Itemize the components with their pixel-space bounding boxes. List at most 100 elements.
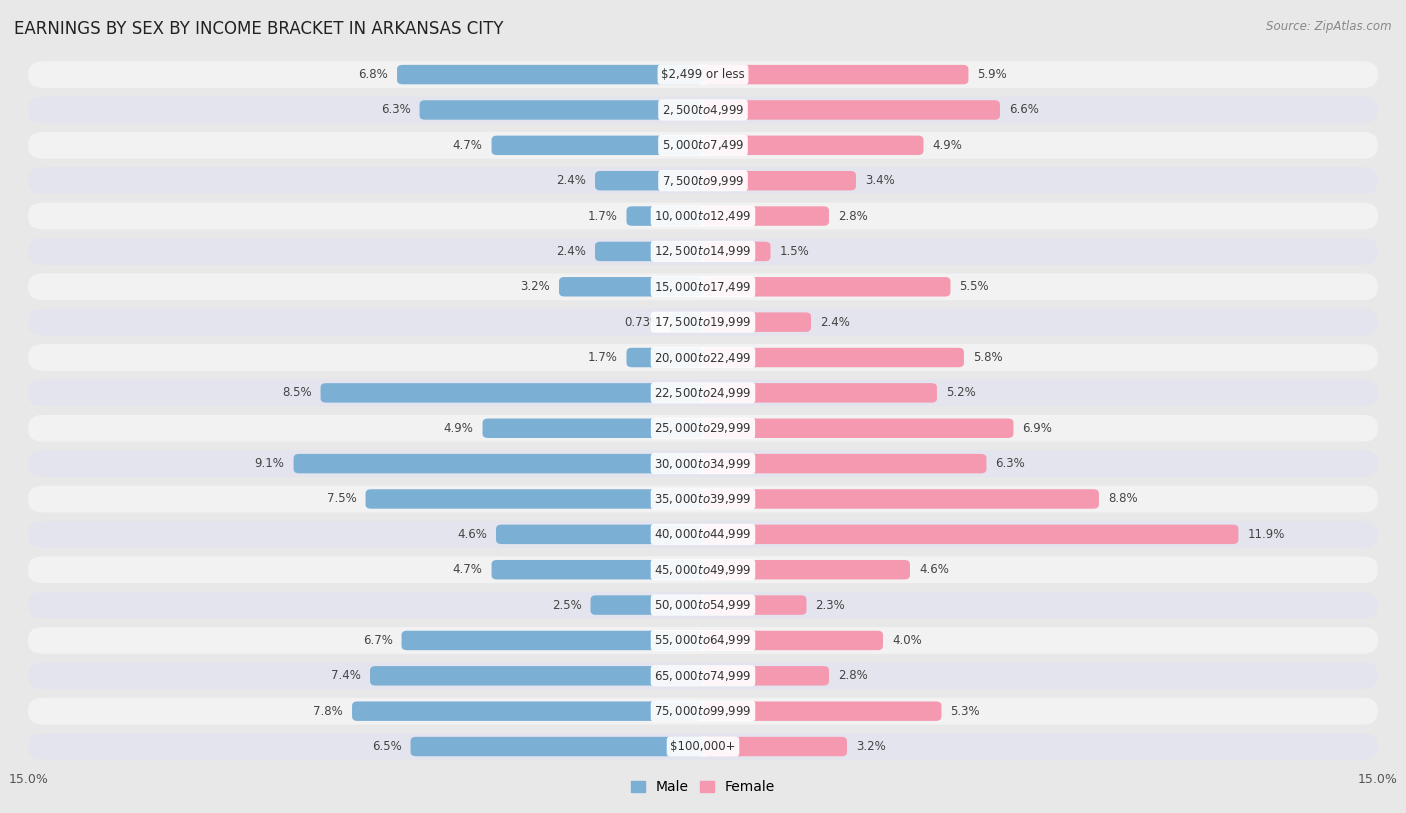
FancyBboxPatch shape xyxy=(671,312,703,332)
Text: 2.5%: 2.5% xyxy=(551,598,582,611)
Text: 5.8%: 5.8% xyxy=(973,351,1002,364)
Text: 5.5%: 5.5% xyxy=(959,280,988,293)
FancyBboxPatch shape xyxy=(28,202,1378,229)
FancyBboxPatch shape xyxy=(492,560,703,580)
Text: $25,000 to $29,999: $25,000 to $29,999 xyxy=(654,421,752,435)
Text: 4.6%: 4.6% xyxy=(457,528,486,541)
FancyBboxPatch shape xyxy=(703,100,1000,120)
FancyBboxPatch shape xyxy=(321,383,703,402)
FancyBboxPatch shape xyxy=(28,485,1378,512)
Text: 3.4%: 3.4% xyxy=(865,174,894,187)
Text: $45,000 to $49,999: $45,000 to $49,999 xyxy=(654,563,752,576)
Text: $40,000 to $44,999: $40,000 to $44,999 xyxy=(654,528,752,541)
FancyBboxPatch shape xyxy=(28,698,1378,724)
Text: 2.3%: 2.3% xyxy=(815,598,845,611)
Legend: Male, Female: Male, Female xyxy=(626,775,780,800)
FancyBboxPatch shape xyxy=(28,238,1378,265)
FancyBboxPatch shape xyxy=(703,241,770,261)
FancyBboxPatch shape xyxy=(703,489,1099,509)
Text: 2.8%: 2.8% xyxy=(838,210,868,223)
FancyBboxPatch shape xyxy=(703,65,969,85)
Text: 6.9%: 6.9% xyxy=(1022,422,1052,435)
FancyBboxPatch shape xyxy=(396,65,703,85)
FancyBboxPatch shape xyxy=(28,733,1378,760)
Text: 6.5%: 6.5% xyxy=(371,740,402,753)
FancyBboxPatch shape xyxy=(352,702,703,721)
Text: 2.4%: 2.4% xyxy=(820,315,849,328)
Text: 6.8%: 6.8% xyxy=(359,68,388,81)
FancyBboxPatch shape xyxy=(294,454,703,473)
FancyBboxPatch shape xyxy=(28,521,1378,548)
FancyBboxPatch shape xyxy=(703,560,910,580)
FancyBboxPatch shape xyxy=(366,489,703,509)
FancyBboxPatch shape xyxy=(703,631,883,650)
Text: 6.3%: 6.3% xyxy=(381,103,411,116)
Text: $20,000 to $22,499: $20,000 to $22,499 xyxy=(654,350,752,364)
FancyBboxPatch shape xyxy=(28,380,1378,406)
FancyBboxPatch shape xyxy=(28,309,1378,336)
Text: $30,000 to $34,999: $30,000 to $34,999 xyxy=(654,457,752,471)
Text: 7.4%: 7.4% xyxy=(332,669,361,682)
Text: $10,000 to $12,499: $10,000 to $12,499 xyxy=(654,209,752,223)
Text: 2.4%: 2.4% xyxy=(557,174,586,187)
FancyBboxPatch shape xyxy=(703,207,830,226)
FancyBboxPatch shape xyxy=(703,171,856,190)
FancyBboxPatch shape xyxy=(627,348,703,367)
Text: 9.1%: 9.1% xyxy=(254,457,284,470)
FancyBboxPatch shape xyxy=(703,666,830,685)
Text: 7.5%: 7.5% xyxy=(326,493,357,506)
Text: 4.9%: 4.9% xyxy=(932,139,962,152)
Text: $35,000 to $39,999: $35,000 to $39,999 xyxy=(654,492,752,506)
Text: 5.9%: 5.9% xyxy=(977,68,1007,81)
Text: 5.3%: 5.3% xyxy=(950,705,980,718)
FancyBboxPatch shape xyxy=(28,132,1378,159)
FancyBboxPatch shape xyxy=(703,595,807,615)
Text: 1.7%: 1.7% xyxy=(588,351,617,364)
FancyBboxPatch shape xyxy=(28,592,1378,619)
Text: 4.7%: 4.7% xyxy=(453,563,482,576)
FancyBboxPatch shape xyxy=(492,136,703,155)
Text: $17,500 to $19,999: $17,500 to $19,999 xyxy=(654,315,752,329)
FancyBboxPatch shape xyxy=(703,383,936,402)
FancyBboxPatch shape xyxy=(419,100,703,120)
FancyBboxPatch shape xyxy=(28,97,1378,124)
Text: $7,500 to $9,999: $7,500 to $9,999 xyxy=(662,174,744,188)
Text: 6.7%: 6.7% xyxy=(363,634,392,647)
FancyBboxPatch shape xyxy=(595,171,703,190)
Text: 5.2%: 5.2% xyxy=(946,386,976,399)
Text: 1.5%: 1.5% xyxy=(779,245,810,258)
Text: $15,000 to $17,499: $15,000 to $17,499 xyxy=(654,280,752,293)
FancyBboxPatch shape xyxy=(28,344,1378,371)
FancyBboxPatch shape xyxy=(560,277,703,297)
FancyBboxPatch shape xyxy=(28,167,1378,194)
Text: 8.5%: 8.5% xyxy=(283,386,312,399)
FancyBboxPatch shape xyxy=(703,136,924,155)
FancyBboxPatch shape xyxy=(402,631,703,650)
Text: 4.9%: 4.9% xyxy=(444,422,474,435)
FancyBboxPatch shape xyxy=(370,666,703,685)
FancyBboxPatch shape xyxy=(703,348,965,367)
Text: 1.7%: 1.7% xyxy=(588,210,617,223)
Text: $12,500 to $14,999: $12,500 to $14,999 xyxy=(654,245,752,259)
Text: 7.8%: 7.8% xyxy=(314,705,343,718)
Text: 2.8%: 2.8% xyxy=(838,669,868,682)
Text: $2,499 or less: $2,499 or less xyxy=(661,68,745,81)
Text: 4.7%: 4.7% xyxy=(453,139,482,152)
Text: 11.9%: 11.9% xyxy=(1247,528,1285,541)
Text: $100,000+: $100,000+ xyxy=(671,740,735,753)
FancyBboxPatch shape xyxy=(496,524,703,544)
FancyBboxPatch shape xyxy=(28,61,1378,88)
FancyBboxPatch shape xyxy=(28,663,1378,689)
Text: 6.6%: 6.6% xyxy=(1010,103,1039,116)
FancyBboxPatch shape xyxy=(28,415,1378,441)
Text: 6.3%: 6.3% xyxy=(995,457,1025,470)
Text: 4.6%: 4.6% xyxy=(920,563,949,576)
Text: $22,500 to $24,999: $22,500 to $24,999 xyxy=(654,386,752,400)
FancyBboxPatch shape xyxy=(703,277,950,297)
FancyBboxPatch shape xyxy=(28,556,1378,583)
Text: $75,000 to $99,999: $75,000 to $99,999 xyxy=(654,704,752,718)
FancyBboxPatch shape xyxy=(703,419,1014,438)
FancyBboxPatch shape xyxy=(591,595,703,615)
Text: 0.73%: 0.73% xyxy=(624,315,661,328)
Text: $5,000 to $7,499: $5,000 to $7,499 xyxy=(662,138,744,152)
